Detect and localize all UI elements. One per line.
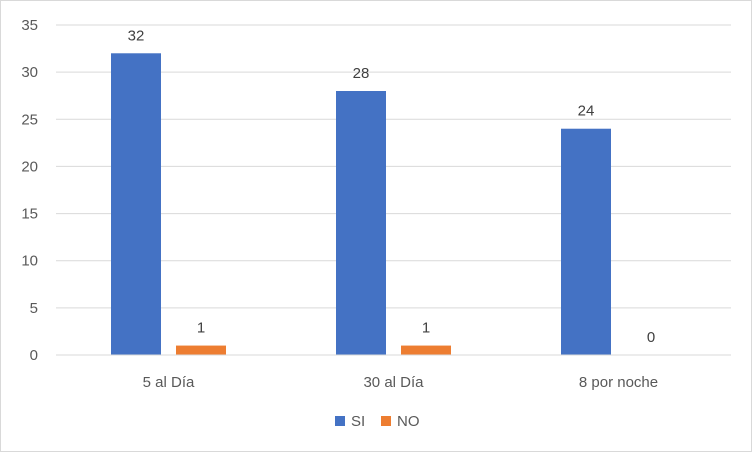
data-label: 28 [353, 65, 370, 82]
x-tick-label: 5 al Día [143, 374, 195, 391]
y-tick-label: 10 [21, 253, 38, 270]
y-tick-label: 15 [21, 206, 38, 223]
bar-no [401, 345, 451, 355]
legend-label-si: SI [351, 413, 365, 430]
y-tick-label: 0 [30, 347, 38, 364]
data-label: 32 [128, 27, 145, 44]
bar-no [176, 345, 226, 355]
x-tick-label: 30 al Día [363, 374, 424, 391]
legend-swatch-si [335, 416, 345, 426]
data-label: 1 [422, 320, 430, 337]
x-axis-ticks: 5 al Día 30 al Día 8 por noche [143, 374, 658, 391]
bars [111, 53, 611, 356]
bar-si [111, 53, 161, 356]
y-tick-label: 25 [21, 111, 38, 128]
legend-label-no: NO [397, 413, 420, 430]
data-label: 24 [578, 103, 595, 120]
bar-si [561, 128, 611, 355]
y-tick-label: 20 [21, 158, 38, 175]
legend-swatch-no [381, 416, 391, 426]
y-tick-label: 5 [30, 300, 38, 317]
gridlines [56, 24, 731, 309]
data-labels: 32 1 28 1 24 0 [128, 27, 656, 346]
y-axis-ticks: 0 5 10 15 20 25 30 35 [21, 17, 38, 364]
legend: SI NO [335, 413, 420, 430]
y-tick-label: 35 [21, 17, 38, 34]
bar-si [336, 91, 386, 355]
x-tick-label: 8 por noche [579, 374, 658, 391]
data-label: 1 [197, 320, 205, 337]
y-tick-label: 30 [21, 64, 38, 81]
data-label: 0 [647, 329, 655, 346]
